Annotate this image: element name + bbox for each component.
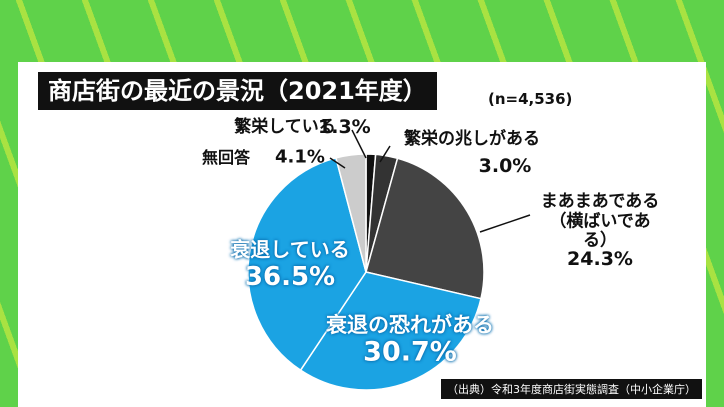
pie-slice bbox=[247, 156, 367, 372]
chart-title: 商店街の最近の景況（2021年度） bbox=[38, 72, 437, 110]
slice-label: まあまあである （横ばいである） bbox=[540, 191, 660, 251]
slice-label: 衰退の恐れがある bbox=[326, 312, 494, 337]
value-label: 3.0% bbox=[478, 155, 532, 178]
value-label: 30.7% bbox=[363, 336, 457, 368]
source: （出典）令和3年度商店街実態調査（中小企業庁） bbox=[441, 379, 702, 399]
value-label: 24.3% bbox=[567, 248, 633, 271]
slice-label: 無回答 bbox=[201, 147, 251, 167]
pie-slice bbox=[365, 157, 485, 300]
pie-slice bbox=[299, 271, 482, 391]
leader-line bbox=[329, 157, 346, 169]
leader-line bbox=[351, 129, 367, 159]
value-label: 1.3% bbox=[318, 116, 371, 139]
slice-label: 繁栄の兆しがある bbox=[404, 129, 540, 150]
slice-label: 繁栄している bbox=[234, 117, 336, 138]
slice-label: 衰退している bbox=[230, 237, 350, 262]
leader-line bbox=[379, 145, 391, 163]
sample-size: (n=4,536) bbox=[488, 90, 573, 108]
leader-line bbox=[479, 214, 531, 233]
pie-slice bbox=[334, 153, 367, 273]
value-label: 4.1% bbox=[275, 146, 325, 168]
value-label: 36.5% bbox=[244, 262, 336, 293]
